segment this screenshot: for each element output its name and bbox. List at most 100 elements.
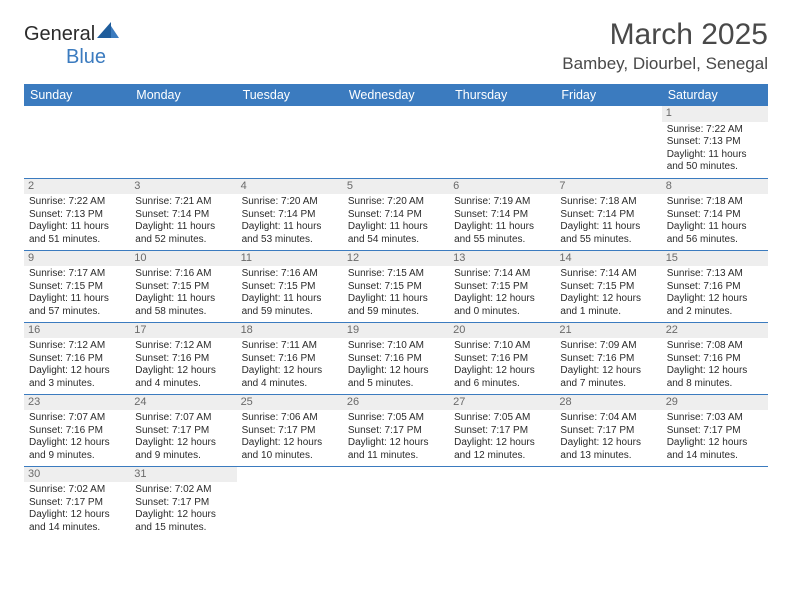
sunrise-text: Sunrise: 7:15 AM (348, 268, 444, 281)
day-of-week-header: Sunday (24, 84, 130, 106)
sunset-text: Sunset: 7:14 PM (667, 209, 763, 222)
day-info: Sunrise: 7:12 AMSunset: 7:16 PMDaylight:… (28, 340, 126, 390)
sunrise-text: Sunrise: 7:14 AM (560, 268, 656, 281)
daylight-text: Daylight: 11 hours and 51 minutes. (29, 221, 125, 246)
header: General Blue March 2025 Bambey, Diourbel… (24, 18, 768, 74)
sunrise-text: Sunrise: 7:10 AM (454, 340, 550, 353)
day-info: Sunrise: 7:02 AMSunset: 7:17 PMDaylight:… (134, 484, 232, 534)
calendar-day-cell: 26Sunrise: 7:05 AMSunset: 7:17 PMDayligh… (343, 394, 449, 466)
sunset-text: Sunset: 7:15 PM (242, 281, 338, 294)
daylight-text: Daylight: 11 hours and 59 minutes. (242, 293, 338, 318)
day-info: Sunrise: 7:19 AMSunset: 7:14 PMDaylight:… (453, 196, 551, 246)
day-number: 1 (662, 106, 768, 122)
day-of-week-header: Thursday (449, 84, 555, 106)
day-info: Sunrise: 7:05 AMSunset: 7:17 PMDaylight:… (453, 412, 551, 462)
daylight-text: Daylight: 12 hours and 12 minutes. (454, 437, 550, 462)
daylight-text: Daylight: 12 hours and 6 minutes. (454, 365, 550, 390)
daylight-text: Daylight: 12 hours and 14 minutes. (667, 437, 763, 462)
day-number: 2 (24, 179, 130, 195)
calendar-day-cell: 16Sunrise: 7:12 AMSunset: 7:16 PMDayligh… (24, 322, 130, 394)
day-info: Sunrise: 7:05 AMSunset: 7:17 PMDaylight:… (347, 412, 445, 462)
calendar-day-cell: 9Sunrise: 7:17 AMSunset: 7:15 PMDaylight… (24, 250, 130, 322)
daylight-text: Daylight: 12 hours and 0 minutes. (454, 293, 550, 318)
day-number: 5 (343, 179, 449, 195)
day-number: 31 (130, 467, 236, 483)
daylight-text: Daylight: 12 hours and 7 minutes. (560, 365, 656, 390)
sunset-text: Sunset: 7:17 PM (242, 425, 338, 438)
sunrise-text: Sunrise: 7:08 AM (667, 340, 763, 353)
day-number: 13 (449, 251, 555, 267)
daylight-text: Daylight: 12 hours and 14 minutes. (29, 509, 125, 534)
calendar-day-cell: 3Sunrise: 7:21 AMSunset: 7:14 PMDaylight… (130, 178, 236, 250)
day-info: Sunrise: 7:04 AMSunset: 7:17 PMDaylight:… (559, 412, 657, 462)
sunrise-text: Sunrise: 7:19 AM (454, 196, 550, 209)
calendar-week-row: 9Sunrise: 7:17 AMSunset: 7:15 PMDaylight… (24, 250, 768, 322)
daylight-text: Daylight: 11 hours and 55 minutes. (560, 221, 656, 246)
sunset-text: Sunset: 7:13 PM (667, 136, 763, 149)
sunrise-text: Sunrise: 7:05 AM (454, 412, 550, 425)
calendar-week-row: 16Sunrise: 7:12 AMSunset: 7:16 PMDayligh… (24, 322, 768, 394)
calendar-head: SundayMondayTuesdayWednesdayThursdayFrid… (24, 84, 768, 106)
sunrise-text: Sunrise: 7:06 AM (242, 412, 338, 425)
day-number: 20 (449, 323, 555, 339)
sunset-text: Sunset: 7:14 PM (348, 209, 444, 222)
sunset-text: Sunset: 7:16 PM (29, 353, 125, 366)
sunrise-text: Sunrise: 7:13 AM (667, 268, 763, 281)
day-number: 16 (24, 323, 130, 339)
sunset-text: Sunset: 7:17 PM (348, 425, 444, 438)
calendar-week-row: 30Sunrise: 7:02 AMSunset: 7:17 PMDayligh… (24, 466, 768, 538)
calendar-day-cell: 18Sunrise: 7:11 AMSunset: 7:16 PMDayligh… (237, 322, 343, 394)
day-number: 6 (449, 179, 555, 195)
day-number: 14 (555, 251, 661, 267)
sunset-text: Sunset: 7:15 PM (29, 281, 125, 294)
daylight-text: Daylight: 12 hours and 4 minutes. (242, 365, 338, 390)
calendar-day-cell: 15Sunrise: 7:13 AMSunset: 7:16 PMDayligh… (662, 250, 768, 322)
calendar-empty-cell (343, 466, 449, 538)
sunset-text: Sunset: 7:15 PM (135, 281, 231, 294)
title-block: March 2025 Bambey, Diourbel, Senegal (562, 18, 768, 74)
sunrise-text: Sunrise: 7:16 AM (135, 268, 231, 281)
day-info: Sunrise: 7:02 AMSunset: 7:17 PMDaylight:… (28, 484, 126, 534)
calendar-day-cell: 5Sunrise: 7:20 AMSunset: 7:14 PMDaylight… (343, 178, 449, 250)
sunrise-text: Sunrise: 7:22 AM (29, 196, 125, 209)
day-info: Sunrise: 7:20 AMSunset: 7:14 PMDaylight:… (347, 196, 445, 246)
day-number: 18 (237, 323, 343, 339)
day-number: 9 (24, 251, 130, 267)
sunrise-text: Sunrise: 7:05 AM (348, 412, 444, 425)
daylight-text: Daylight: 12 hours and 5 minutes. (348, 365, 444, 390)
day-number: 30 (24, 467, 130, 483)
sunrise-text: Sunrise: 7:12 AM (135, 340, 231, 353)
sunset-text: Sunset: 7:14 PM (560, 209, 656, 222)
day-number: 4 (237, 179, 343, 195)
calendar-day-cell: 10Sunrise: 7:16 AMSunset: 7:15 PMDayligh… (130, 250, 236, 322)
sunrise-text: Sunrise: 7:17 AM (29, 268, 125, 281)
day-of-week-header: Monday (130, 84, 236, 106)
daylight-text: Daylight: 12 hours and 1 minute. (560, 293, 656, 318)
day-info: Sunrise: 7:16 AMSunset: 7:15 PMDaylight:… (134, 268, 232, 318)
day-number: 23 (24, 395, 130, 411)
day-info: Sunrise: 7:15 AMSunset: 7:15 PMDaylight:… (347, 268, 445, 318)
calendar-empty-cell (662, 466, 768, 538)
sunset-text: Sunset: 7:14 PM (135, 209, 231, 222)
day-number: 19 (343, 323, 449, 339)
daylight-text: Daylight: 11 hours and 57 minutes. (29, 293, 125, 318)
calendar-empty-cell (130, 106, 236, 178)
calendar-day-cell: 19Sunrise: 7:10 AMSunset: 7:16 PMDayligh… (343, 322, 449, 394)
day-of-week-header: Saturday (662, 84, 768, 106)
day-number: 25 (237, 395, 343, 411)
calendar-week-row: 1Sunrise: 7:22 AMSunset: 7:13 PMDaylight… (24, 106, 768, 178)
day-info: Sunrise: 7:18 AMSunset: 7:14 PMDaylight:… (559, 196, 657, 246)
day-of-week-header: Friday (555, 84, 661, 106)
calendar-empty-cell (343, 106, 449, 178)
sunrise-text: Sunrise: 7:14 AM (454, 268, 550, 281)
logo-text: General Blue (24, 22, 119, 69)
sunset-text: Sunset: 7:15 PM (454, 281, 550, 294)
daylight-text: Daylight: 11 hours and 53 minutes. (242, 221, 338, 246)
day-of-week-header: Tuesday (237, 84, 343, 106)
calendar-empty-cell (449, 466, 555, 538)
logo-text-1: General (24, 23, 95, 45)
calendar-week-row: 23Sunrise: 7:07 AMSunset: 7:16 PMDayligh… (24, 394, 768, 466)
daylight-text: Daylight: 12 hours and 11 minutes. (348, 437, 444, 462)
sunrise-text: Sunrise: 7:02 AM (135, 484, 231, 497)
sunrise-text: Sunrise: 7:22 AM (667, 124, 763, 137)
